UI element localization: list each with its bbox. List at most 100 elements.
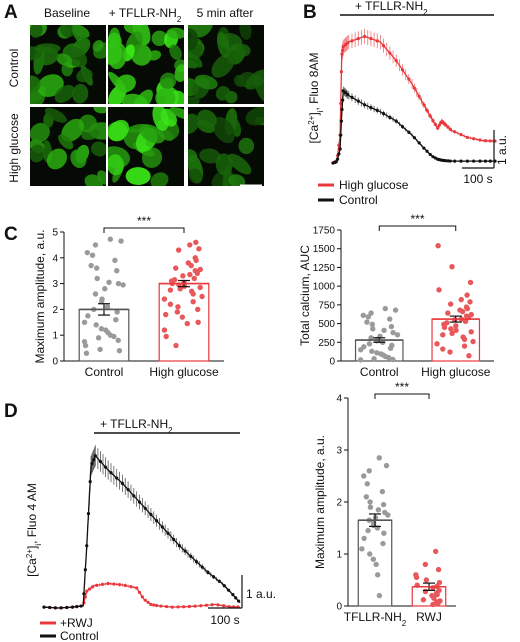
ylabel-d: [Ca2+]i, Fluo 4 AM <box>25 483 43 577</box>
scale-label-x-d: 100 s <box>210 613 239 627</box>
cell-blob <box>76 68 93 83</box>
data-point <box>430 585 436 591</box>
panel-label-a: A <box>4 2 18 23</box>
data-point <box>381 530 387 536</box>
data-point <box>111 333 117 340</box>
y-tick-label: 2 <box>52 305 58 316</box>
significance-bracket <box>103 227 185 233</box>
category-label: TFLLR-NH2 <box>344 610 407 628</box>
cell-blob <box>34 43 61 54</box>
data-point <box>190 298 196 305</box>
panel-label-c: C <box>4 224 18 245</box>
data-point <box>369 37 373 41</box>
data-point <box>95 583 99 587</box>
row-header-high-glucose: High glucose <box>7 113 21 183</box>
data-point <box>222 604 226 608</box>
data-point <box>462 318 469 325</box>
cell-blob <box>194 74 218 90</box>
y-axis-label: Maximum amplitude, a.u. <box>313 435 327 569</box>
col-header-tfllr-main: + TFLLR-NH <box>109 6 177 20</box>
data-point <box>437 123 441 127</box>
data-point <box>381 44 386 48</box>
data-point <box>98 326 105 332</box>
data-point <box>434 341 440 347</box>
data-point <box>448 159 452 163</box>
data-point <box>375 108 379 112</box>
category-label: Control <box>360 365 399 379</box>
data-point <box>376 455 382 461</box>
data-point <box>132 494 136 498</box>
cell-blob <box>197 109 217 128</box>
row-header-control: Control <box>7 49 21 88</box>
cell-blob <box>91 141 106 157</box>
data-point <box>461 336 468 342</box>
data-point <box>65 605 69 610</box>
data-point <box>177 544 182 548</box>
ylabel-d-p3: i <box>34 544 43 546</box>
cell-blob <box>188 113 200 134</box>
ylabel-d-p4: , Fluo 4 AM <box>25 483 39 544</box>
cell-blob <box>188 149 198 162</box>
data-point <box>385 512 391 518</box>
data-point <box>367 499 373 505</box>
data-point <box>444 159 448 163</box>
bar-chart-d-amplitude: 0 1 2 3 4 Maximum amplitude, a.u. TFLLR-NH2 RWJ… <box>313 380 456 628</box>
data-point <box>464 305 471 312</box>
cell-blob <box>147 50 162 61</box>
data-point <box>343 43 348 47</box>
data-point <box>464 292 470 298</box>
data-point <box>381 112 386 116</box>
cell-blob <box>152 107 169 131</box>
data-point <box>166 531 170 535</box>
data-point <box>346 41 350 45</box>
category-label: High glucose <box>149 365 219 379</box>
data-point <box>160 525 164 529</box>
data-point <box>458 296 464 303</box>
category-label: High glucose <box>421 365 491 379</box>
cell-blob <box>108 42 127 70</box>
data-point <box>428 152 432 157</box>
data-point <box>375 507 382 513</box>
data-point <box>444 123 448 127</box>
data-point <box>161 327 168 333</box>
cell-blob <box>44 107 67 123</box>
micrograph-1-1 <box>108 107 184 186</box>
data-point <box>356 37 360 41</box>
data-point <box>155 519 159 523</box>
data-point <box>380 501 387 508</box>
y-axis-label: Total calcium, AUC <box>298 245 312 346</box>
data-point <box>357 357 364 363</box>
data-point <box>100 582 105 587</box>
data-point <box>434 591 440 598</box>
data-point <box>172 537 176 542</box>
data-point <box>152 603 156 607</box>
data-point <box>120 481 124 485</box>
data-point <box>375 39 379 43</box>
cell-blob <box>72 25 83 42</box>
data-point <box>369 106 373 110</box>
data-point <box>472 137 476 141</box>
data-point <box>412 86 416 90</box>
cell-blob <box>188 96 200 104</box>
data-point <box>175 304 181 310</box>
y-tick-label: 250 <box>318 338 335 349</box>
data-point <box>359 546 365 552</box>
data-point <box>407 130 411 134</box>
stimulus-label-d-main: + TFLLR-NH <box>100 417 168 431</box>
data-point <box>340 107 344 112</box>
cell-blob <box>169 107 184 120</box>
significance-label: *** <box>410 212 424 226</box>
data-point <box>465 135 469 139</box>
data-point <box>387 316 393 322</box>
data-point <box>339 133 343 137</box>
data-point <box>164 604 169 609</box>
y-tick-label: 1500 <box>313 244 336 255</box>
data-point <box>234 596 238 600</box>
cell-blob <box>245 69 264 90</box>
data-point <box>431 155 435 159</box>
bar-chart-c-amplitude: 0 1 2 3 4 5 Maximum amplitude, a.u. Control High… <box>33 214 224 379</box>
legend-label-high-glucose: High glucose <box>339 178 409 192</box>
data-point <box>413 574 420 581</box>
scale-label-y-b: 1 a.u. <box>495 135 509 165</box>
data-point <box>368 310 374 316</box>
